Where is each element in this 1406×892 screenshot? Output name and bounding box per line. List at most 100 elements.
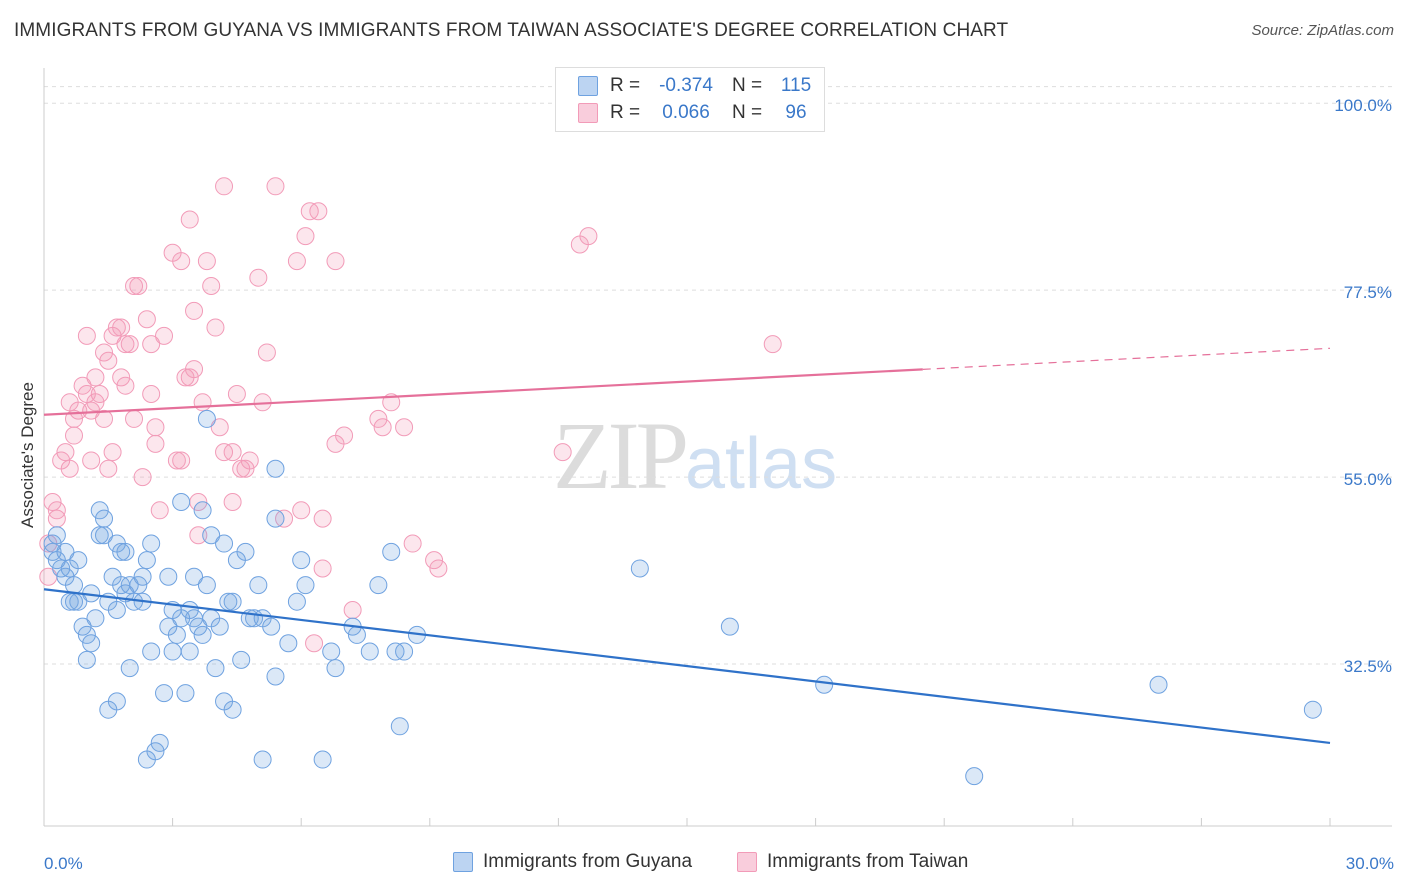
data-point-guyana xyxy=(223,700,242,719)
y-tick-label: 32.5% xyxy=(1344,657,1392,676)
y-tick-label: 55.0% xyxy=(1344,470,1392,489)
data-point-taiwan xyxy=(403,534,422,553)
data-point-taiwan xyxy=(86,368,105,387)
data-point-guyana xyxy=(180,642,199,661)
data-point-taiwan xyxy=(95,343,114,362)
data-point-taiwan xyxy=(65,426,84,445)
data-point-taiwan xyxy=(185,360,204,379)
data-point-guyana xyxy=(210,617,229,636)
data-point-guyana xyxy=(163,642,182,661)
data-point-guyana xyxy=(193,625,212,644)
data-point-taiwan xyxy=(193,393,212,412)
data-point-taiwan xyxy=(197,252,216,271)
legend-swatch-guyana xyxy=(578,76,598,96)
source-label: Source: ZipAtlas.com xyxy=(1251,22,1394,39)
watermark: ZIPatlas xyxy=(553,400,837,511)
data-point-taiwan xyxy=(112,318,131,337)
data-point-taiwan xyxy=(69,401,88,420)
trend-line-taiwan xyxy=(43,368,923,416)
data-point-taiwan xyxy=(77,326,96,345)
data-point-taiwan xyxy=(326,252,345,271)
x-tick-label: 0.0% xyxy=(44,854,83,873)
trend-lines xyxy=(43,347,1331,745)
data-point-guyana xyxy=(197,576,216,595)
data-point-guyana xyxy=(292,551,311,570)
data-point-taiwan xyxy=(82,451,101,470)
data-point-taiwan xyxy=(172,252,191,271)
data-point-guyana xyxy=(159,567,178,586)
data-point-taiwan xyxy=(305,634,324,653)
data-point-guyana xyxy=(197,409,216,428)
data-point-taiwan xyxy=(215,177,234,196)
data-point-guyana xyxy=(73,617,92,636)
data-point-taiwan xyxy=(73,376,92,395)
data-points xyxy=(39,177,1322,786)
bottom-legend-guyana: Immigrants from Guyana xyxy=(453,851,692,873)
data-point-taiwan xyxy=(90,385,109,403)
data-point-guyana xyxy=(95,509,114,528)
data-point-taiwan xyxy=(296,227,315,246)
data-point-taiwan xyxy=(579,227,598,246)
data-point-taiwan xyxy=(202,277,221,295)
data-point-taiwan xyxy=(266,177,285,196)
legend-row-guyana: R = -0.374 N = 115 xyxy=(578,73,816,99)
data-point-guyana xyxy=(56,542,75,561)
data-point-guyana xyxy=(150,733,169,752)
axes xyxy=(43,68,1392,827)
data-point-taiwan xyxy=(146,418,165,437)
bottom-legend-swatch-taiwan xyxy=(737,852,757,872)
data-point-guyana xyxy=(279,634,298,653)
data-point-taiwan xyxy=(553,443,572,462)
data-point-taiwan xyxy=(249,268,268,287)
data-point-guyana xyxy=(120,659,139,678)
data-point-taiwan xyxy=(223,443,242,462)
data-point-taiwan xyxy=(116,376,135,395)
data-point-taiwan xyxy=(227,385,246,403)
legend-n-value-guyana: 115 xyxy=(780,75,812,96)
data-point-guyana xyxy=(155,684,174,703)
data-point-guyana xyxy=(137,551,156,570)
data-point-guyana xyxy=(296,576,315,595)
data-point-guyana xyxy=(720,617,739,636)
data-point-guyana xyxy=(116,542,135,561)
data-point-guyana xyxy=(77,650,96,669)
data-point-guyana xyxy=(90,526,109,545)
data-point-guyana xyxy=(1149,675,1168,694)
data-point-guyana xyxy=(90,501,109,520)
data-point-guyana xyxy=(1303,700,1322,719)
data-point-taiwan xyxy=(142,335,161,354)
bottom-legend-label-guyana: Immigrants from Guyana xyxy=(483,851,693,872)
y-axis-label: Associate's Degree xyxy=(18,382,37,528)
data-point-guyana xyxy=(347,625,366,644)
data-point-taiwan xyxy=(236,459,255,478)
data-point-guyana xyxy=(189,617,208,636)
data-point-taiwan xyxy=(129,277,148,295)
data-point-taiwan xyxy=(172,451,191,470)
data-point-guyana xyxy=(176,684,195,703)
data-point-guyana xyxy=(77,625,96,644)
data-point-taiwan xyxy=(429,559,448,578)
data-point-guyana xyxy=(249,576,268,595)
data-point-taiwan xyxy=(95,409,114,428)
data-point-taiwan xyxy=(155,326,174,345)
data-point-taiwan xyxy=(313,559,332,578)
data-point-guyana xyxy=(202,526,221,545)
data-point-taiwan xyxy=(369,409,388,428)
data-point-guyana xyxy=(266,509,285,528)
data-point-taiwan xyxy=(395,418,414,437)
data-point-taiwan xyxy=(309,202,328,221)
data-point-taiwan xyxy=(82,401,101,420)
y-tick-label: 77.5% xyxy=(1344,283,1392,302)
data-point-taiwan xyxy=(60,459,79,478)
data-point-guyana xyxy=(232,650,251,669)
data-point-taiwan xyxy=(167,451,186,470)
data-point-taiwan xyxy=(142,385,161,403)
legend-r-label: R = xyxy=(610,102,641,123)
data-point-taiwan xyxy=(210,418,229,437)
data-point-guyana xyxy=(185,567,204,586)
data-point-taiwan xyxy=(107,318,126,337)
data-point-taiwan xyxy=(343,601,362,619)
trend-line-guyana xyxy=(43,588,1331,745)
data-point-taiwan xyxy=(180,368,199,387)
